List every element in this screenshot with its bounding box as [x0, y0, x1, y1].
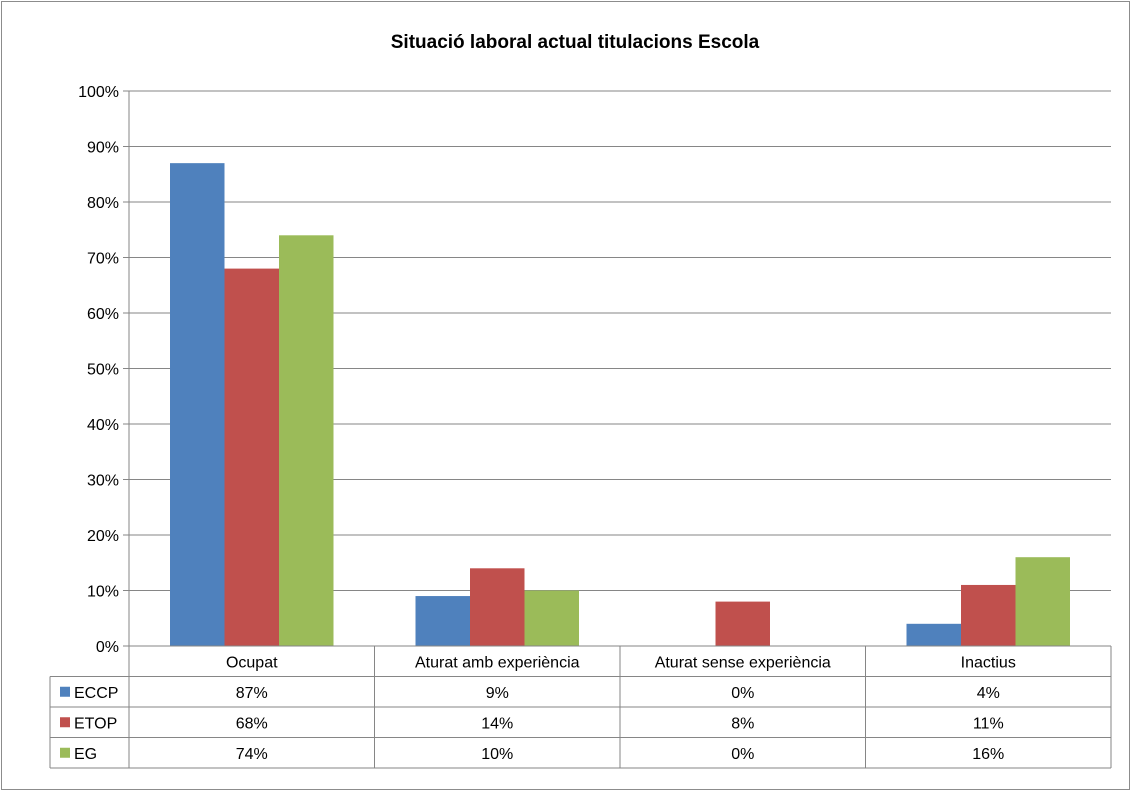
y-tick-label: 10% [87, 584, 119, 601]
table-value: 0% [731, 746, 754, 763]
category-label: Aturat amb experiència [415, 654, 580, 671]
bar-eccp-3 [906, 623, 961, 646]
legend-swatch-etop [60, 717, 70, 728]
bar-eccp-1 [415, 596, 470, 646]
bar-eccp-0 [170, 163, 225, 646]
table-value: 4% [977, 685, 1000, 702]
table-value: 8% [731, 715, 754, 732]
table-value: 9% [486, 685, 509, 702]
y-tick-label: 90% [87, 140, 119, 157]
table-value: 11% [973, 715, 1004, 732]
bar-eg-0 [279, 235, 334, 647]
table-value: 87% [236, 685, 268, 702]
chart-title: Situació laboral actual titulacions Esco… [391, 32, 760, 53]
legend-label-etop: ETOP [74, 715, 117, 732]
legend-swatch-eccp [60, 686, 70, 697]
legend-swatch-eg [60, 747, 70, 758]
legend-label-eccp: ECCP [74, 685, 118, 702]
y-tick-label: 70% [87, 251, 119, 268]
category-label: Inactius [961, 654, 1016, 671]
y-axis-tick-labels: 0% 10% 20% 30% 40% 50% 60% 70% 80% 90% 100% [78, 84, 119, 656]
table-value: 14% [481, 715, 513, 732]
bars [170, 163, 1070, 647]
table-value: 74% [236, 746, 268, 763]
y-tick-label: 30% [87, 473, 119, 490]
bar-etop-1 [470, 568, 525, 646]
y-tick-label: 40% [87, 417, 119, 434]
table-value: 10% [481, 746, 513, 763]
y-tick-label: 80% [87, 195, 119, 212]
bar-etop-3 [961, 584, 1016, 646]
bar-eg-3 [1015, 557, 1070, 646]
table-value: 68% [236, 715, 268, 732]
y-tick-label: 50% [87, 362, 119, 379]
y-tick-label: 0% [96, 639, 119, 656]
category-label: Aturat sense experiència [655, 654, 831, 671]
y-tick-label: 60% [87, 306, 119, 323]
table-value: 0% [731, 685, 754, 702]
bar-etop-2 [715, 601, 770, 646]
bar-etop-0 [224, 268, 279, 646]
table-value: 16% [972, 746, 1004, 763]
bar-eg-1 [524, 590, 579, 646]
y-tick-label: 20% [87, 528, 119, 545]
data-table: Ocupat Aturat amb experiència Aturat sense… [49, 645, 1112, 769]
category-label: Ocupat [226, 654, 278, 671]
legend-label-eg: EG [74, 746, 97, 763]
y-tick-label: 100% [78, 84, 119, 101]
